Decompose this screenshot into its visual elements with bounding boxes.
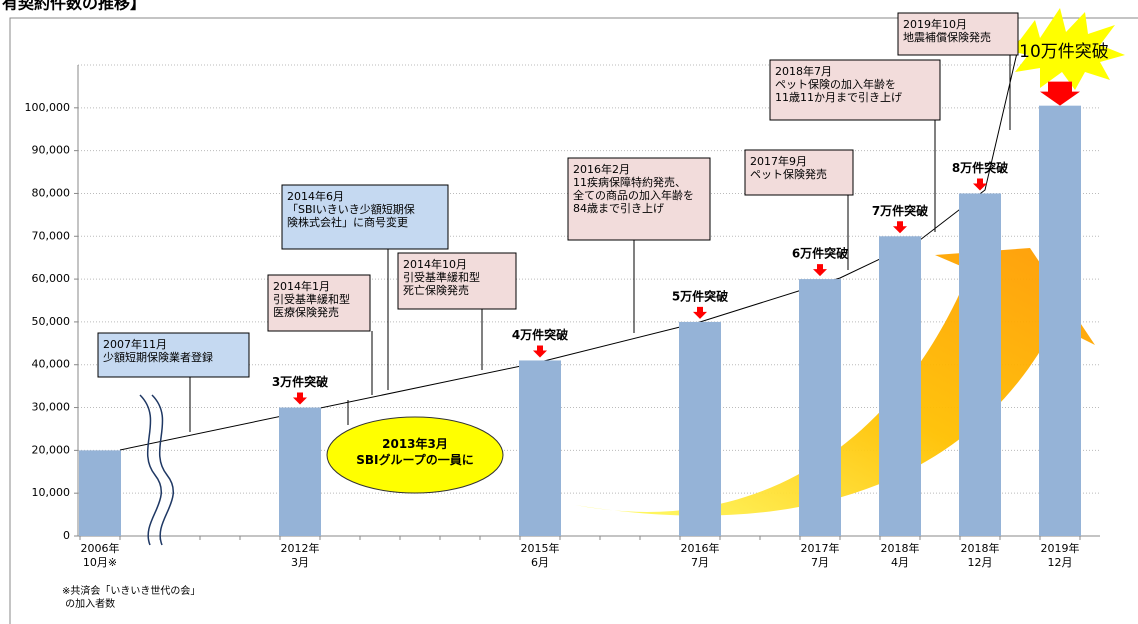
y-tick-label: 70,000	[32, 229, 71, 242]
bar	[1039, 106, 1081, 536]
value-label: 3万件突破	[272, 374, 328, 389]
bar	[79, 450, 121, 536]
y-tick-label: 0	[63, 529, 70, 542]
page: 有契約件数の推移】 0 10,000 20,000 30,000 40,000 50,00…	[0, 0, 1138, 624]
y-tick-label: 20,000	[32, 443, 71, 456]
value-label: 8万件突破	[952, 160, 1008, 175]
y-tick-label: 100,000	[25, 101, 71, 114]
bar	[679, 322, 721, 536]
chart-title: 有契約件数の推移】	[2, 0, 146, 13]
value-label: 10万件突破	[1019, 42, 1109, 62]
y-tick-label: 40,000	[32, 358, 71, 371]
y-tick-label: 80,000	[32, 186, 71, 199]
value-label: 6万件突破	[792, 246, 848, 261]
bar	[959, 193, 1001, 536]
value-label: 5万件突破	[672, 288, 728, 303]
y-tick-label: 10,000	[32, 486, 71, 499]
bar	[279, 408, 321, 536]
y-tick-label: 90,000	[32, 144, 71, 157]
y-tick-label: 50,000	[32, 315, 71, 328]
y-tick-label: 60,000	[32, 272, 71, 285]
chart: 有契約件数の推移】 0 10,000 20,000 30,000 40,000 50,00…	[0, 0, 1138, 624]
value-label: 4万件突破	[512, 327, 568, 342]
value-label: 7万件突破	[872, 203, 928, 218]
bar	[799, 279, 841, 536]
y-tick-label: 30,000	[32, 401, 71, 414]
bar	[519, 360, 561, 536]
bar	[879, 236, 921, 536]
